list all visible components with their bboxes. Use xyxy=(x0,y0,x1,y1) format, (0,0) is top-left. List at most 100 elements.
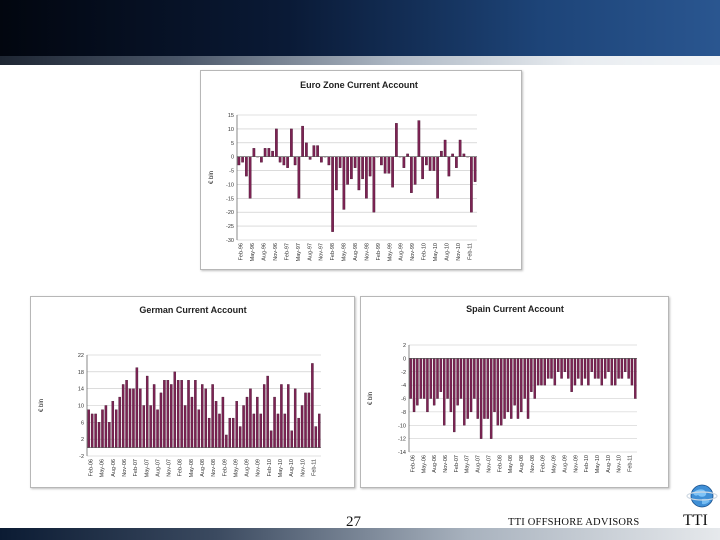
german-bar xyxy=(297,417,300,448)
euro-x-tick-label: Aug-99 xyxy=(399,243,405,261)
german-bar xyxy=(211,384,214,448)
spain-bar xyxy=(459,358,463,399)
spain-x-tick-label: Feb-11 xyxy=(628,455,634,472)
euro-bar xyxy=(263,148,267,157)
german-bar xyxy=(128,388,132,448)
german-bar xyxy=(304,392,307,448)
euro-x-tick-label: Feb-98 xyxy=(330,243,336,260)
euro-chart-title: Euro Zone Current Account xyxy=(300,80,418,90)
euro-y-axis-label: € bln xyxy=(209,171,215,184)
euro-bar xyxy=(372,156,376,213)
german-bar xyxy=(132,388,135,448)
spain-bar xyxy=(419,358,422,399)
spain-bar xyxy=(620,358,624,379)
german-bar xyxy=(252,413,256,448)
spain-bar xyxy=(610,358,614,386)
german-x-tick-label: Feb-10 xyxy=(267,459,273,476)
spain-bar xyxy=(627,358,630,379)
german-y-tick-label: 2 xyxy=(81,437,84,443)
spain-bar xyxy=(580,358,583,386)
german-x-tick-label: May-06 xyxy=(100,459,106,477)
german-bar xyxy=(269,430,273,448)
euro-bar xyxy=(357,156,361,191)
euro-bar xyxy=(365,156,368,199)
spain-x-tick-label: Aug-10 xyxy=(606,455,612,473)
german-y-tick-label: 6 xyxy=(81,420,84,426)
page-number: 27 xyxy=(346,514,361,530)
spain-x-tick-label: Feb-09 xyxy=(541,455,547,472)
german-bar xyxy=(142,405,146,448)
euro-y-tick-label: 5 xyxy=(231,141,234,147)
spain-x-tick-label: May-06 xyxy=(421,455,427,473)
euro-bar xyxy=(297,156,301,199)
german-bar xyxy=(125,380,128,448)
euro-bar xyxy=(267,148,271,157)
euro-bar xyxy=(290,128,293,157)
euro-y-tick-label: 15 xyxy=(228,113,234,119)
euro-x-tick-label: May-96 xyxy=(250,243,256,261)
euro-x-tick-label: Feb-10 xyxy=(422,243,428,260)
spain-bar xyxy=(563,358,567,372)
spain-bar xyxy=(523,358,526,399)
euro-y-tick-label: -10 xyxy=(226,182,234,188)
german-bar xyxy=(104,405,108,448)
german-bar xyxy=(221,396,225,448)
euro-bar xyxy=(346,156,349,185)
top-banner xyxy=(0,0,720,56)
german-bar xyxy=(159,392,163,448)
spain-bar xyxy=(560,358,563,379)
euro-bar xyxy=(320,156,323,163)
spain-bar xyxy=(530,358,533,392)
german-bar xyxy=(214,401,218,448)
spain-bar xyxy=(536,358,540,386)
german-bar xyxy=(94,413,97,448)
euro-x-tick-label: Aug-97 xyxy=(307,243,313,261)
euro-x-tick-label: Nov-10 xyxy=(456,243,462,261)
german-bar xyxy=(111,401,115,448)
german-bar xyxy=(145,375,149,448)
german-bar xyxy=(228,417,232,448)
spain-x-tick-label: Nov-06 xyxy=(443,455,449,473)
euro-x-tick-label: Nov-99 xyxy=(410,243,416,261)
spain-x-tick-label: Aug-07 xyxy=(476,455,482,473)
euro-zone-chart-svg: Euro Zone Current Account 15 10 5 0 -5 -10 -15 -… xyxy=(209,80,477,261)
german-bar xyxy=(149,405,152,448)
euro-bar xyxy=(301,125,304,157)
euro-bar xyxy=(458,139,462,157)
german-bar xyxy=(187,380,190,448)
euro-bar xyxy=(451,153,454,157)
spain-x-tick-label: Nov-10 xyxy=(617,455,623,473)
spain-bar xyxy=(587,358,590,386)
euro-bar xyxy=(421,156,424,180)
spain-bar xyxy=(567,358,570,379)
german-bar xyxy=(249,388,252,448)
euro-y-tick-label: -30 xyxy=(226,238,234,244)
spain-bar xyxy=(513,358,516,406)
spain-bar xyxy=(520,358,523,413)
euro-bar xyxy=(391,156,394,188)
euro-bar xyxy=(436,156,439,199)
spain-x-tick-label: Feb-07 xyxy=(454,455,460,472)
euro-bar xyxy=(327,156,331,166)
german-bar xyxy=(256,396,259,448)
german-bar xyxy=(218,413,221,448)
euro-x-tick-label: Aug-96 xyxy=(262,243,268,261)
spain-bar xyxy=(556,358,560,372)
german-bar xyxy=(118,396,121,448)
spain-bar xyxy=(600,358,604,386)
german-bar xyxy=(163,380,166,448)
euro-bar xyxy=(425,156,428,166)
german-y-tick-label: 14 xyxy=(78,387,84,393)
german-bar xyxy=(311,363,314,448)
german-x-tick-label: Aug-08 xyxy=(200,459,206,477)
german-bar xyxy=(176,380,180,448)
german-bar xyxy=(173,371,176,448)
spain-bar xyxy=(489,358,493,439)
euro-x-tick-label: Feb-11 xyxy=(467,243,473,260)
spain-x-tick-label: Feb-06 xyxy=(410,455,416,472)
euro-x-tick-label: Nov-98 xyxy=(364,243,370,261)
spain-x-tick-label: May-09 xyxy=(552,455,558,473)
euro-y-tick-label: 10 xyxy=(228,127,234,133)
german-bar xyxy=(232,417,235,448)
euro-x-tick-label: Feb-97 xyxy=(284,243,290,260)
